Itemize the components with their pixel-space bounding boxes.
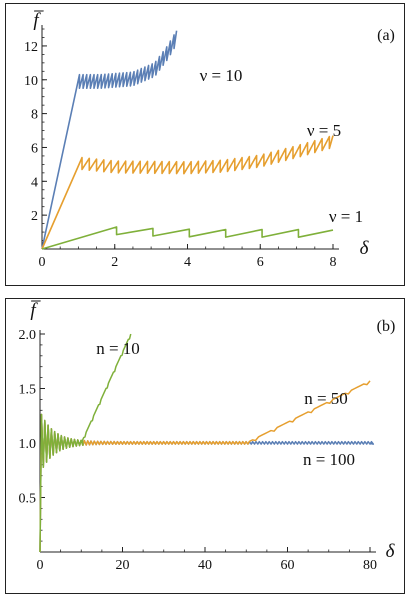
series-line-1	[39, 380, 371, 553]
y-axis-title: f̅	[33, 10, 43, 31]
x-tick-label: 0	[37, 558, 44, 573]
series-line-0	[39, 413, 375, 553]
x-tick-label: 60	[281, 558, 295, 573]
panel-tag-b: (b)	[377, 318, 396, 335]
series-label-2: n = 10	[96, 339, 140, 358]
series-label-1: ν = 5	[307, 121, 341, 140]
series-line-2	[41, 226, 334, 250]
x-tick-label: 2	[111, 255, 118, 270]
y-tick-label: 2.0	[19, 328, 37, 343]
y-tick-label: 8	[31, 108, 38, 123]
chart-a: 0 2 4 6 8 2 4 6 8 10 12 f̅ δ (a) ν = 10 ν = 5 ν = 1	[24, 10, 395, 270]
x-tick-label: 4	[184, 255, 191, 270]
y-tick-label: 1.0	[19, 437, 37, 452]
series-line-0	[41, 30, 178, 250]
x-tick-label: 20	[116, 558, 130, 573]
series-label-1: n = 50	[304, 389, 348, 408]
y-tick-label: 10	[24, 74, 38, 89]
series-label-0: ν = 10	[200, 66, 243, 85]
x-tick-label: 6	[257, 255, 264, 270]
y-tick-label: 12	[24, 40, 38, 55]
y-tick-label: 2	[31, 209, 38, 224]
series-line-1	[41, 135, 334, 250]
x-tick-label: 40	[198, 558, 212, 573]
x-tick-label: 0	[39, 255, 46, 270]
y-tick-label: 4	[31, 175, 38, 190]
chart-b: 0 20 40 60 80 0.5 1.0 1.5 2.0 f̅ δ (b) n = 100 n = 50…	[19, 300, 396, 573]
y-tick-label: 0.5	[19, 492, 37, 507]
panel-tag-a: (a)	[377, 27, 395, 44]
panel-b: 0 20 40 60 80 0.5 1.0 1.5 2.0 f̅ δ (b) n = 100 n = 50…	[5, 298, 405, 594]
y-tick-label: 6	[31, 141, 38, 156]
x-axis-title: δ	[360, 238, 370, 259]
x-axis-title: δ	[386, 541, 396, 562]
panel-a: 0 2 4 6 8 2 4 6 8 10 12 f̅ δ (a) ν = 10 ν = 5 ν = 1	[5, 3, 405, 286]
y-axis-title: f̅	[30, 300, 40, 321]
x-tick-label: 80	[363, 558, 377, 573]
series-label-0: n = 100	[303, 450, 355, 469]
y-tick-label: 1.5	[19, 383, 37, 398]
series-line-2	[39, 333, 132, 553]
x-tick-label: 8	[330, 255, 337, 270]
series-label-2: ν = 1	[329, 207, 363, 226]
